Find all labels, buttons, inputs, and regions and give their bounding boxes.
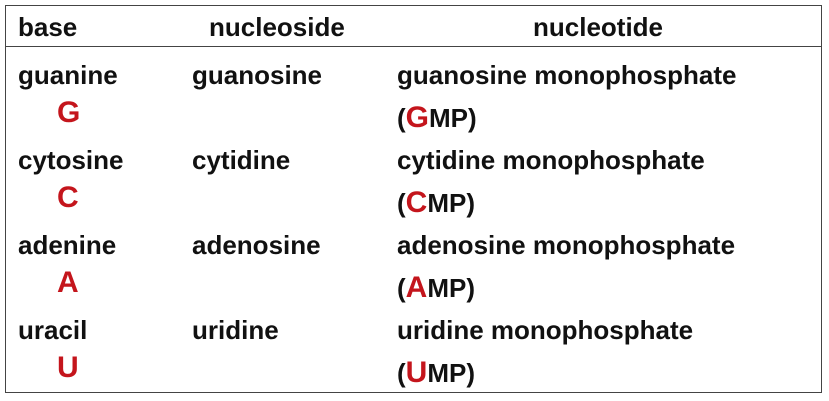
table-row-guanine: guanine G guanosine guanosine monophosph… [6, 60, 821, 146]
nucleoside-name: guanosine [192, 60, 323, 90]
nucleoside-name: adenosine [192, 230, 321, 260]
abbr-rest: MP) [427, 358, 476, 388]
column-header-nucleotide: nucleotide [533, 12, 664, 42]
abbr-open-paren: ( [397, 103, 406, 133]
base-letter: A [57, 266, 79, 299]
nucleotide-abbreviation: (CMP) [397, 186, 476, 219]
abbr-letter: A [405, 271, 428, 304]
abbr-open-paren: ( [397, 188, 406, 218]
nucleotide-abbreviation: (AMP) [397, 271, 476, 304]
column-header-nucleoside: nucleoside [209, 12, 345, 42]
base-name: adenine [18, 230, 117, 260]
nucleotide-table: base nucleoside nucleotide guanine G gua… [5, 5, 822, 393]
nucleotide-abbreviation: (UMP) [397, 356, 476, 389]
abbr-rest: MP) [427, 273, 476, 303]
nucleotide-name: adenosine monophosphate [397, 230, 736, 260]
header-divider [6, 46, 821, 47]
abbr-open-paren: ( [397, 358, 406, 388]
base-name: uracil [18, 315, 88, 345]
abbr-rest: MP) [427, 188, 476, 218]
abbr-rest: MP) [429, 103, 477, 133]
base-letter: C [57, 181, 79, 214]
table-row-adenine: adenine A adenosine adenosine monophosph… [6, 230, 821, 316]
column-header-base: base [18, 12, 78, 42]
nucleotide-abbreviation: (GMP) [397, 101, 477, 134]
table-row-uracil: uracil U uridine uridine monophosphate (… [6, 315, 821, 401]
abbr-letter: U [405, 356, 428, 389]
abbr-letter: G [405, 101, 430, 134]
nucleotide-name: guanosine monophosphate [397, 60, 737, 90]
base-letter: G [57, 96, 81, 129]
nucleoside-name: uridine [192, 315, 279, 345]
nucleoside-name: cytidine [192, 145, 291, 175]
table-row-cytosine: cytosine C cytidine cytidine monophospha… [6, 145, 821, 231]
base-name: guanine [18, 60, 118, 90]
base-letter: U [57, 351, 79, 384]
abbr-letter: C [405, 186, 428, 219]
nucleotide-name: cytidine monophosphate [397, 145, 705, 175]
base-name: cytosine [18, 145, 124, 175]
nucleotide-name: uridine monophosphate [397, 315, 694, 345]
abbr-open-paren: ( [397, 273, 406, 303]
